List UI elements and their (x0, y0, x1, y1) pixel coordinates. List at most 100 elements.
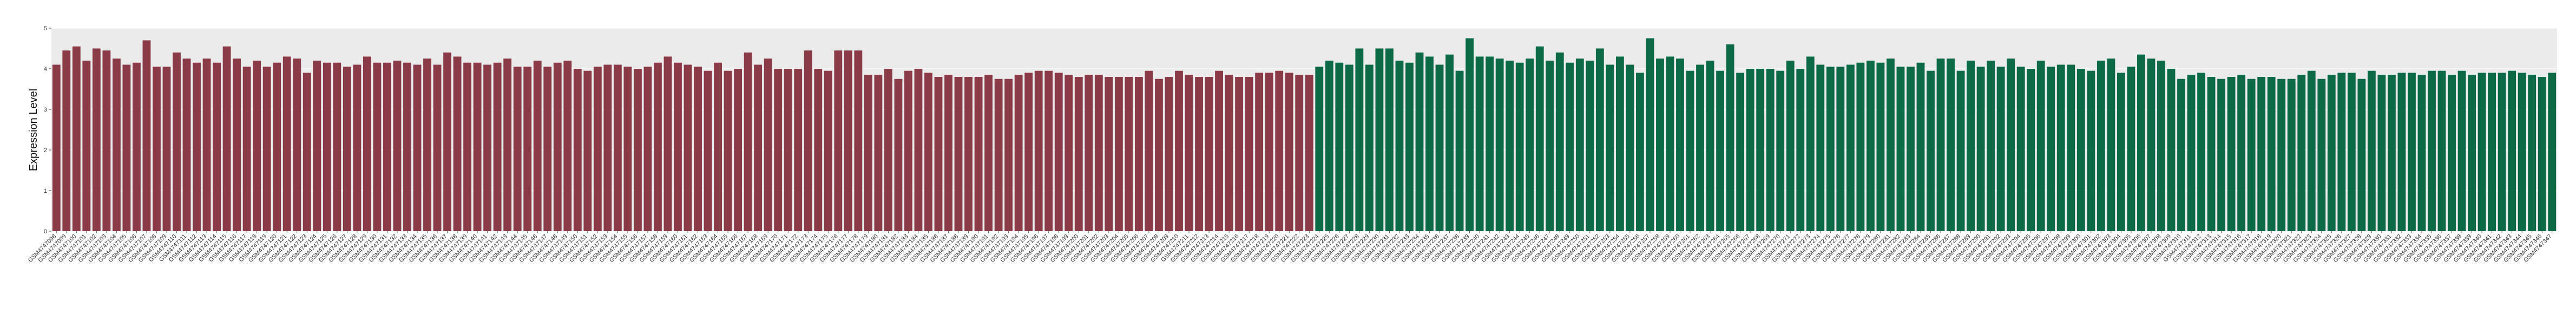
bar-GSM4747272 (1796, 69, 1805, 231)
bar-GSM4747132 (393, 61, 402, 231)
bar-GSM4747267 (1746, 69, 1754, 231)
bar-GSM4747120 (273, 62, 281, 231)
bar-GSM4747161 (684, 64, 692, 231)
bar-GSM4747208 (1155, 78, 1163, 231)
bar-GSM4747169 (764, 58, 772, 231)
bar-GSM4747304 (2117, 73, 2125, 231)
bar-GSM4747166 (734, 69, 742, 231)
bar-GSM4747121 (282, 56, 291, 231)
bar-GSM4747344 (2518, 73, 2526, 231)
bar-GSM4747289 (1967, 61, 1975, 231)
bar-GSM4747147 (543, 67, 552, 231)
bar-GSM4747268 (1756, 69, 1765, 231)
bar-GSM4747114 (213, 62, 221, 231)
bar-GSM4747165 (724, 70, 732, 231)
bar-GSM4747211 (1185, 75, 1193, 231)
bar-GSM4747102 (92, 48, 101, 231)
bar-GSM4747179 (864, 75, 872, 231)
bar-GSM4747259 (1666, 56, 1674, 231)
bar-GSM4747140 (473, 62, 482, 231)
bar-GSM4747284 (1916, 62, 1925, 231)
bar-GSM4747244 (1515, 62, 1524, 231)
bar-GSM4747133 (403, 62, 411, 231)
bar-GSM4747319 (2267, 77, 2276, 231)
bar-GSM4747316 (2237, 75, 2246, 231)
bar-GSM4747188 (954, 77, 963, 231)
bar-GSM4747117 (242, 67, 251, 231)
bar-GSM4747257 (1646, 38, 1654, 231)
bar-GSM4747252 (1595, 48, 1604, 231)
bar-GSM4747218 (1255, 73, 1264, 231)
bar-GSM4747345 (2528, 75, 2536, 231)
bar-GSM4747129 (363, 56, 371, 231)
bar-GSM4747300 (2076, 69, 2085, 231)
bar-GSM4747231 (1385, 48, 1394, 231)
bar-GSM4747264 (1716, 70, 1724, 231)
bar-GSM4747311 (2187, 75, 2196, 231)
bar-GSM4747341 (2488, 73, 2496, 231)
bar-GSM4747130 (373, 62, 382, 231)
bar-GSM4747232 (1395, 61, 1404, 231)
bar-GSM4747134 (413, 64, 422, 231)
bar-GSM4747332 (2397, 73, 2406, 231)
bar-GSM4747330 (2377, 75, 2386, 231)
bar-GSM4747299 (2067, 64, 2075, 231)
y-axis-ticks: 0 1 2 3 4 5 (44, 25, 51, 235)
bar-GSM4747178 (854, 50, 863, 231)
bar-GSM4747335 (2428, 70, 2436, 231)
bar-GSM4747173 (804, 50, 812, 231)
y-tick-label: 5 (44, 25, 47, 32)
bar-GSM4747168 (754, 64, 763, 231)
bar-GSM4747333 (2408, 73, 2416, 231)
bar-GSM4747237 (1445, 54, 1454, 231)
y-tick-label: 4 (44, 66, 47, 73)
bar-GSM4747144 (513, 67, 522, 231)
bar-GSM4747229 (1365, 64, 1374, 231)
bar-GSM4747105 (122, 64, 131, 231)
bar-GSM4747192 (994, 78, 1003, 231)
bar-GSM4747098 (52, 64, 61, 231)
bar-GSM4747246 (1535, 46, 1544, 231)
bar-GSM4747217 (1245, 77, 1253, 231)
bar-GSM4747164 (714, 62, 722, 231)
bar-GSM4747321 (2287, 78, 2296, 231)
bar-GSM4747158 (654, 62, 662, 231)
bar-GSM4747342 (2498, 73, 2506, 231)
y-tick-label: 2 (44, 147, 47, 154)
bar-GSM4747212 (1195, 77, 1203, 231)
bar-GSM4747153 (603, 64, 612, 231)
bar-GSM4747119 (262, 67, 271, 231)
bar-GSM4747167 (744, 53, 752, 231)
bar-GSM4747101 (82, 61, 91, 231)
bar-GSM4747216 (1235, 77, 1244, 231)
y-tick-label: 1 (44, 188, 47, 194)
bar-GSM4747307 (2147, 58, 2156, 231)
bar-GSM4747146 (533, 61, 542, 231)
bar-GSM4747255 (1626, 64, 1634, 231)
bar-GSM4747312 (2197, 73, 2205, 231)
bar-GSM4747281 (1887, 58, 1895, 231)
bar-GSM4747323 (2307, 70, 2316, 231)
bar-GSM4747109 (162, 67, 171, 231)
bar-GSM4747279 (1866, 61, 1875, 231)
bar-GSM4747106 (133, 62, 141, 231)
bar-GSM4747313 (2207, 77, 2216, 231)
bar-GSM4747309 (2167, 69, 2176, 231)
bar-GSM4747238 (1455, 70, 1464, 231)
bars-group (52, 38, 2557, 231)
bar-GSM4747336 (2437, 70, 2446, 231)
bar-GSM4747343 (2508, 70, 2516, 231)
bar-GSM4747176 (834, 50, 843, 231)
bar-GSM4747242 (1495, 58, 1504, 231)
bar-GSM4747159 (663, 56, 672, 231)
bar-GSM4747265 (1726, 44, 1734, 231)
bar-GSM4747125 (323, 62, 331, 231)
bar-GSM4747139 (463, 62, 471, 231)
bar-GSM4747136 (433, 64, 442, 231)
bar-GSM4747240 (1475, 56, 1484, 231)
bar-GSM4747156 (634, 69, 642, 231)
bar-GSM4747187 (944, 75, 952, 231)
bar-GSM4747225 (1325, 61, 1333, 231)
bar-GSM4747194 (1014, 75, 1023, 231)
bar-GSM4747278 (1856, 62, 1865, 231)
